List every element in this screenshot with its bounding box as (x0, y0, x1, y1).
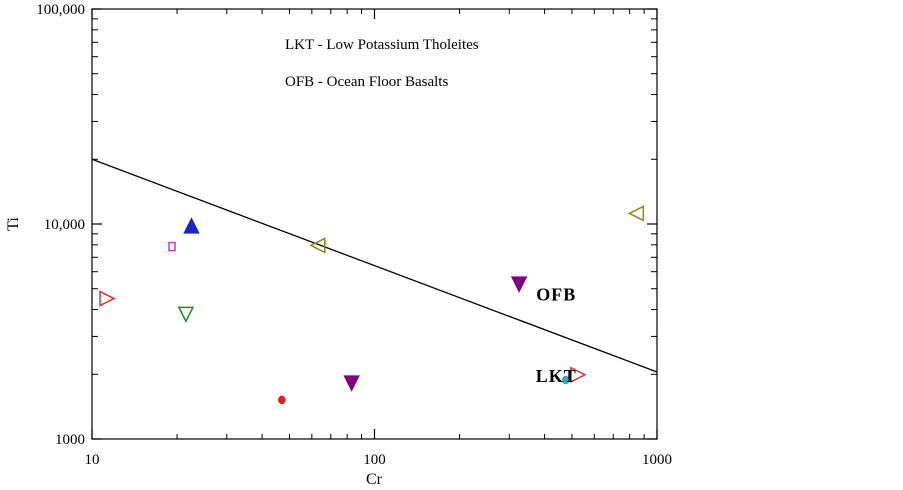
data-point (177, 306, 195, 324)
tick-labels: 10 100 1000 1000 10,000 100,000 (36, 2, 672, 468)
x-tick-label: 1000 (642, 452, 672, 468)
data-point (627, 205, 645, 222)
minor-ticks (91, 8, 658, 440)
legend-text-block: LKT - Low Potassium Tholeites OFB - Ocea… (285, 37, 479, 90)
data-point (510, 276, 528, 293)
data-point (561, 375, 570, 385)
data-points (99, 205, 645, 405)
data-point (278, 395, 286, 405)
region-labels: OFB LKT (536, 285, 577, 386)
y-axis-title: Ti (5, 217, 22, 231)
data-point (309, 237, 326, 254)
x-axis-title: Cr (366, 471, 383, 488)
region-label-lkt: LKT (536, 366, 577, 386)
legend-line-lkt: LKT - Low Potassium Tholeites (285, 37, 479, 53)
data-point (99, 290, 116, 307)
boundary-line (91, 158, 658, 373)
legend-line-ofb: OFB - Ocean Floor Basalts (285, 74, 448, 90)
data-point (183, 217, 200, 234)
x-tick-label: 10 (85, 452, 100, 468)
data-point (343, 375, 360, 392)
data-point (168, 241, 176, 252)
y-tick-label: 10,000 (44, 217, 85, 233)
y-tick-label: 1000 (55, 432, 85, 448)
data-point (570, 366, 587, 383)
x-tick-label: 100 (363, 452, 386, 468)
y-tick-label: 100,000 (36, 2, 85, 18)
region-label-ofb: OFB (536, 285, 576, 305)
